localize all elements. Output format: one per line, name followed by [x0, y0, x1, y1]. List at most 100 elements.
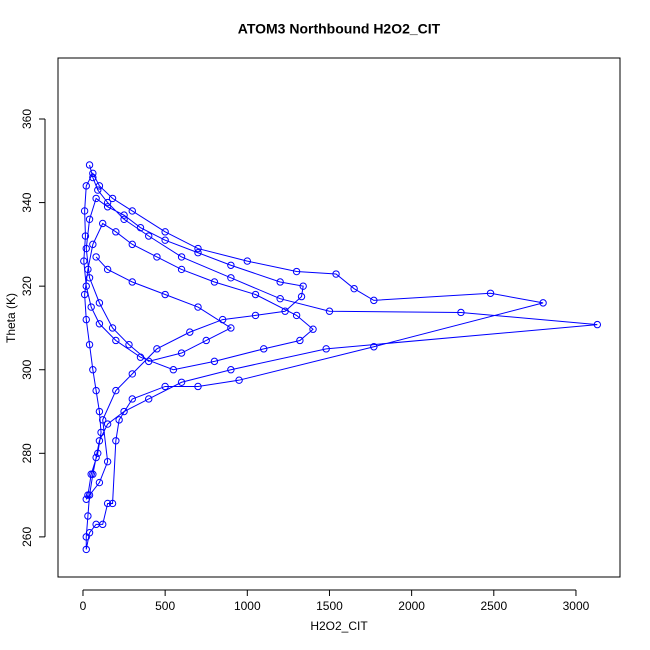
data-point — [125, 340, 133, 349]
data-point — [82, 282, 90, 290]
data-point — [80, 207, 89, 215]
data-point — [82, 182, 90, 190]
data-point — [112, 386, 120, 395]
data-point — [177, 253, 186, 261]
data-point — [115, 416, 123, 424]
data-point — [95, 299, 104, 307]
data-point — [145, 395, 153, 403]
y-tick-label: 300 — [20, 359, 34, 379]
data-point — [210, 357, 219, 366]
data-point — [92, 386, 100, 395]
data-point — [128, 395, 136, 403]
data-point — [235, 376, 243, 384]
data-point — [128, 370, 136, 378]
data-point — [457, 308, 465, 317]
data-point — [161, 290, 169, 299]
y-tick-label: 320 — [20, 276, 34, 296]
data-point — [281, 307, 289, 315]
data-point — [89, 169, 97, 178]
data-point — [292, 311, 301, 320]
data-point — [128, 207, 136, 215]
data-point — [85, 161, 94, 169]
data-point — [169, 366, 178, 374]
data-point — [153, 345, 161, 353]
data-point — [103, 198, 112, 207]
data-point — [486, 289, 495, 297]
data-point — [112, 336, 120, 345]
data-point — [97, 428, 105, 437]
data-point — [177, 378, 186, 386]
data-point — [108, 194, 117, 203]
x-tick-label: 2500 — [480, 599, 507, 613]
data-point — [92, 453, 100, 462]
data-point — [103, 265, 112, 274]
data-point — [309, 325, 317, 333]
data-point — [80, 257, 88, 265]
data-point — [82, 495, 90, 503]
data-point — [194, 244, 202, 253]
data-point — [145, 357, 153, 366]
data-point — [87, 303, 95, 311]
x-tick-label: 500 — [155, 599, 175, 613]
data-point — [98, 416, 107, 424]
data-point — [85, 215, 94, 223]
data-point — [332, 270, 340, 278]
data-point — [186, 328, 194, 336]
data-point — [89, 173, 97, 182]
data-point — [227, 366, 235, 374]
data-point — [370, 343, 378, 351]
data-point — [120, 407, 128, 416]
data-point — [95, 320, 104, 328]
data-point — [82, 315, 90, 324]
data-point — [94, 186, 102, 194]
x-axis-label: H2O2_CIT — [310, 619, 368, 633]
y-tick-label: 360 — [20, 109, 34, 129]
data-point — [299, 282, 307, 290]
data-point — [103, 203, 112, 211]
data-point — [296, 336, 304, 345]
data-point — [227, 324, 235, 332]
data-point — [276, 294, 284, 303]
data-point — [227, 261, 235, 269]
data-point — [194, 249, 202, 257]
data-point — [89, 366, 97, 374]
data-point — [84, 512, 92, 520]
data-point — [177, 349, 186, 357]
data-point — [128, 240, 136, 249]
data-point — [539, 299, 547, 307]
data-point — [194, 303, 202, 311]
data-point — [297, 292, 306, 301]
data-point — [145, 232, 153, 240]
data-point — [325, 307, 334, 315]
data-point — [85, 274, 94, 282]
data-point — [84, 491, 92, 499]
data-point — [98, 520, 107, 529]
data-point — [350, 284, 358, 293]
data-point — [92, 253, 100, 261]
x-tick-label: 3000 — [563, 599, 590, 613]
data-point — [128, 278, 136, 286]
y-axis-label: Theta (K) — [4, 293, 18, 343]
data-point — [218, 315, 227, 324]
data-point — [161, 382, 169, 391]
data-point — [227, 274, 235, 282]
data-point — [136, 353, 145, 361]
data-point — [251, 311, 260, 320]
y-tick-label: 340 — [20, 192, 34, 212]
data-point — [243, 257, 252, 265]
data-point — [136, 223, 145, 232]
data-point — [80, 290, 89, 299]
data-point — [177, 265, 186, 274]
data-point — [276, 278, 284, 286]
data-point — [95, 478, 104, 487]
data-point — [593, 320, 602, 329]
x-tick-label: 1500 — [316, 599, 343, 613]
data-point — [202, 336, 210, 345]
chart-title: ATOM3 Northbound H2O2_CIT — [238, 21, 441, 37]
y-tick-label: 260 — [20, 527, 34, 547]
data-point — [153, 253, 161, 261]
data-point — [322, 345, 330, 353]
data-point — [108, 324, 117, 332]
data-point — [85, 529, 94, 537]
